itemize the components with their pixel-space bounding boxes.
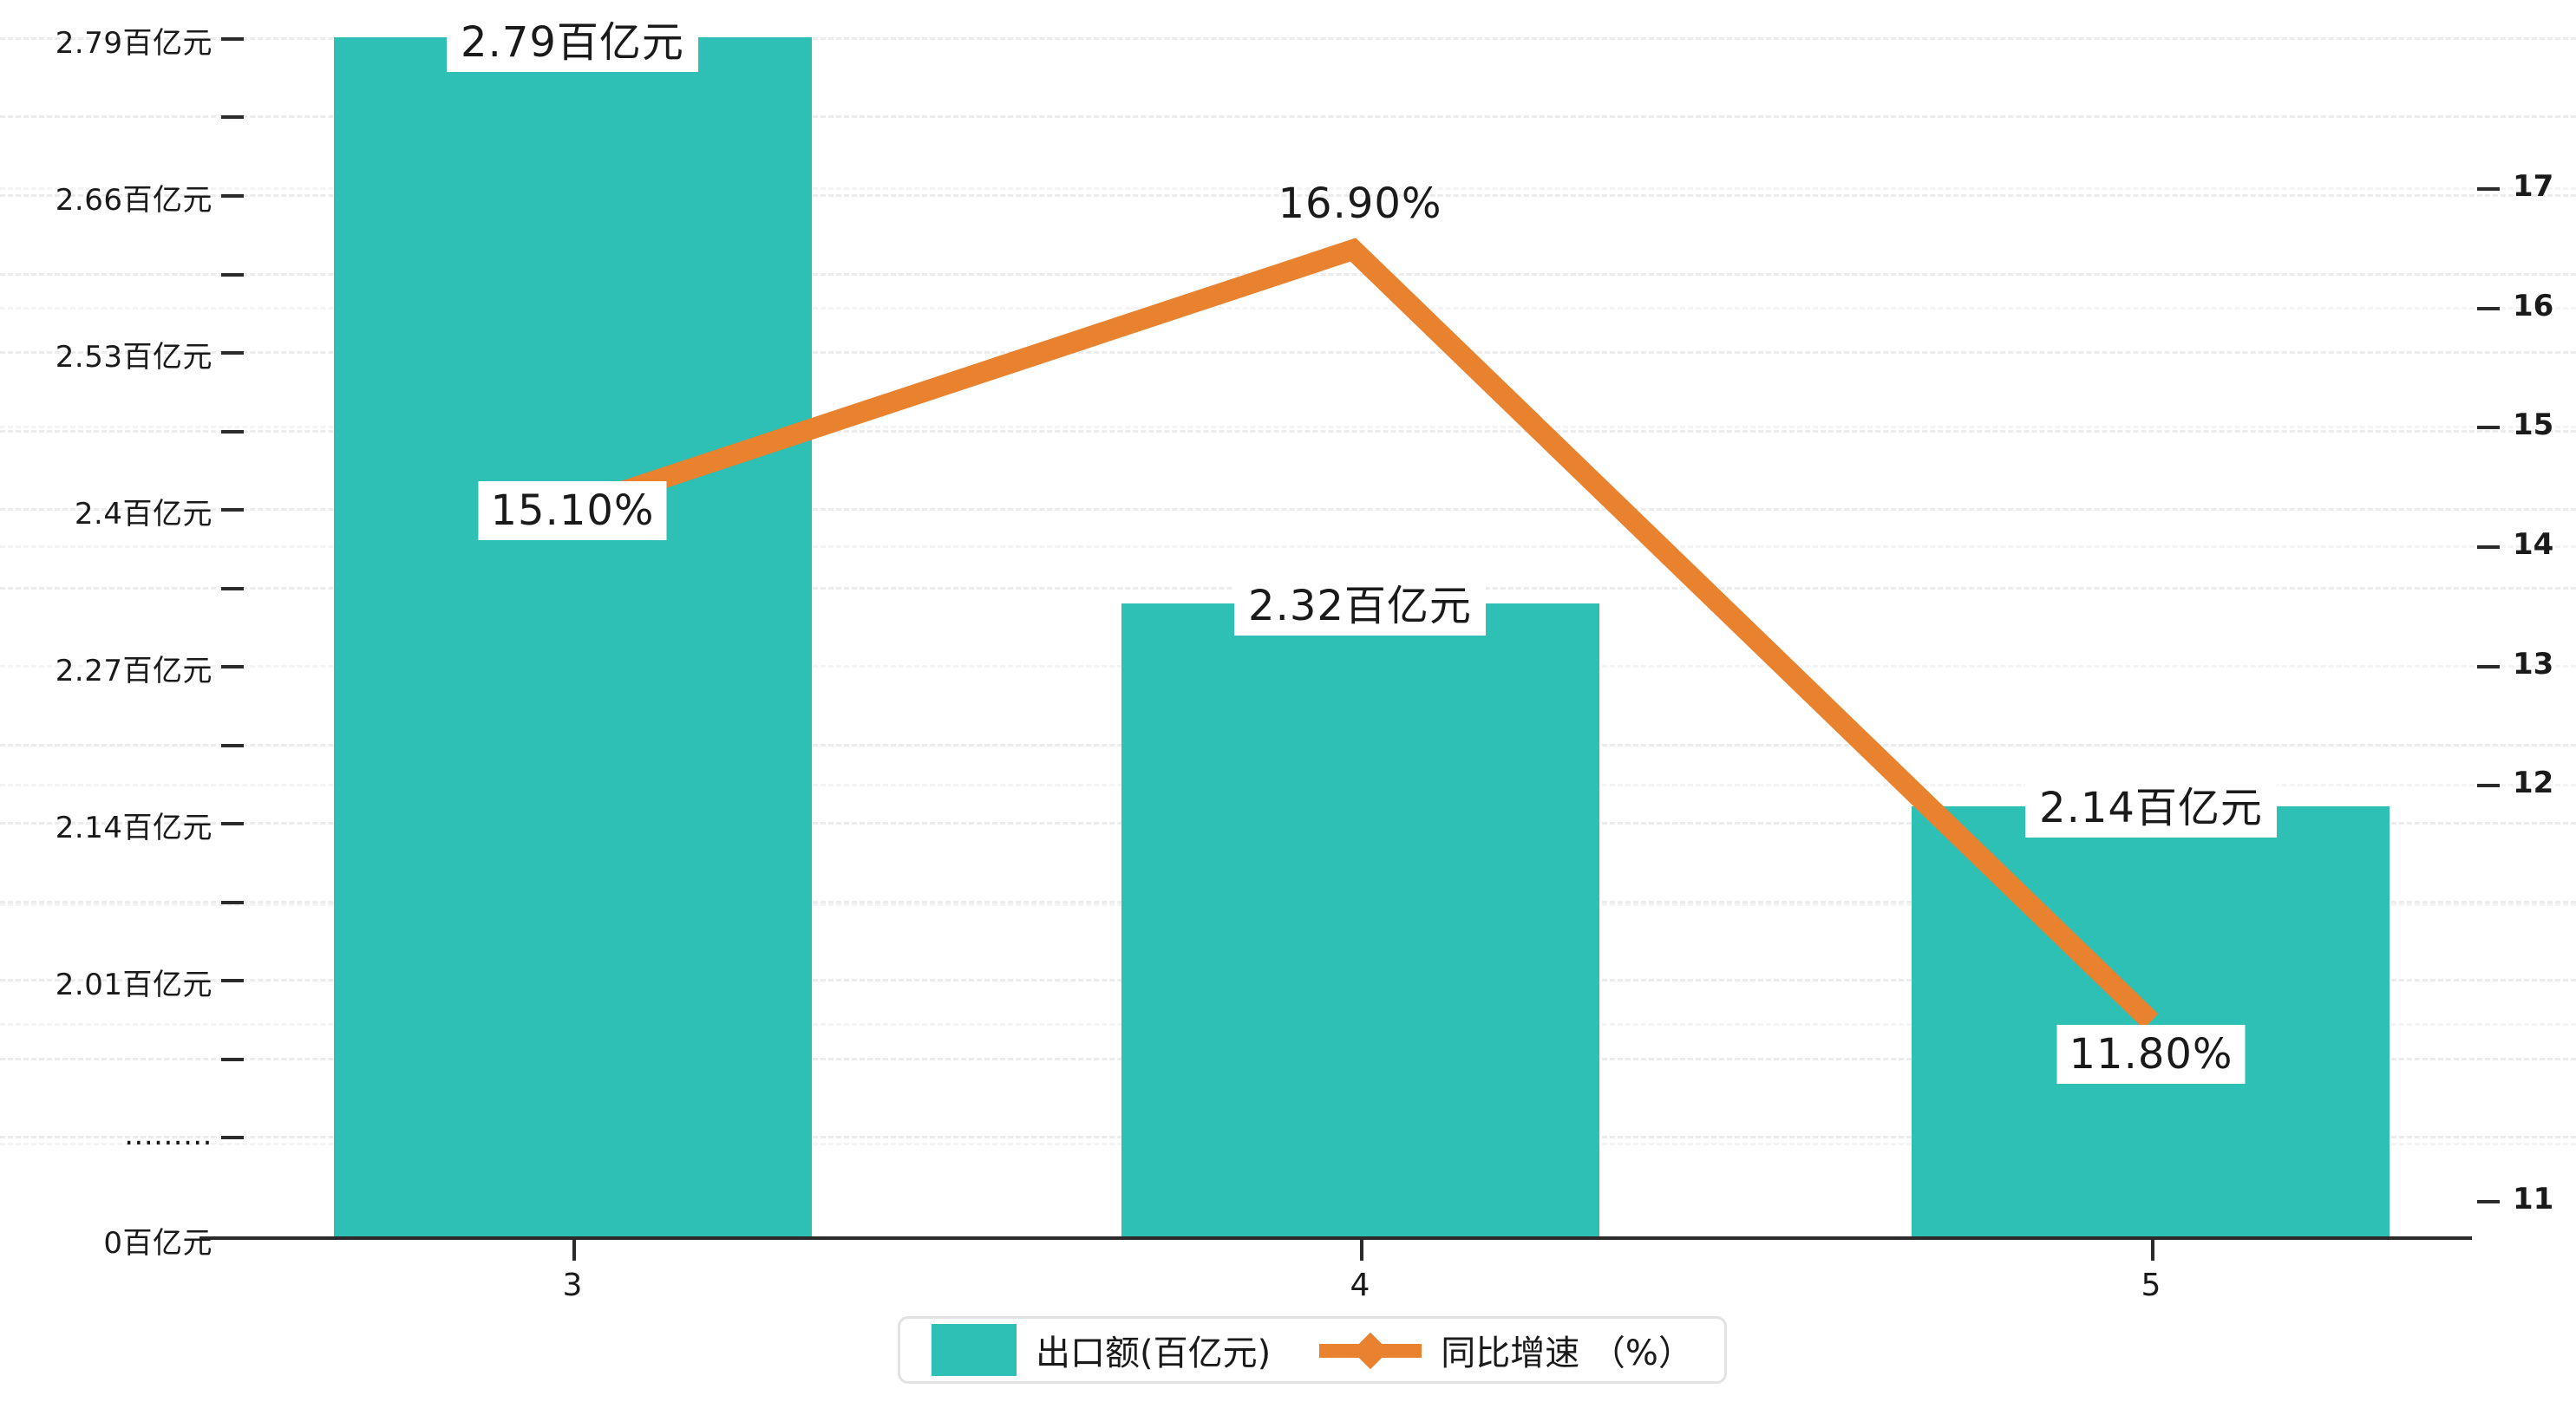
x-axis-label-4: 4: [1350, 1268, 1370, 1303]
y-axis-right-label-17: 17: [2513, 169, 2554, 204]
y-axis-left-label-2: 2.66百亿元: [55, 183, 212, 218]
y-tick-right-14: [2477, 545, 2500, 549]
legend-diamond-marker-icon: [1352, 1332, 1389, 1370]
y-tick-left-5: [221, 351, 244, 355]
y-tick-left-14: [221, 1058, 244, 1061]
y-axis-left-label-8: .........: [124, 1118, 212, 1152]
y-tick-left-9: [221, 665, 244, 668]
y-tick-right-13: [2477, 665, 2500, 668]
gridline-right-17: [0, 187, 2576, 190]
y-axis-right-label-13: 13: [2513, 647, 2554, 681]
legend-bar-swatch-icon: [932, 1324, 1017, 1376]
legend-label-export-amount: 出口额(百亿元): [1036, 1333, 1272, 1373]
y-tick-right-17: [2477, 187, 2500, 191]
y-tick-left-1: [221, 37, 244, 41]
x-axis-line: [199, 1236, 2472, 1240]
y-tick-right-15: [2477, 426, 2500, 429]
y-axis-right-label-12: 12: [2513, 766, 2554, 800]
line-value-label-4: 16.90%: [1278, 179, 1442, 228]
x-tick-5: [2151, 1240, 2154, 1261]
y-tick-left-13: [221, 979, 244, 982]
y-tick-left-12: [221, 901, 244, 904]
y-axis-right-label-14: 14: [2513, 527, 2554, 562]
gridline-left-3: [0, 194, 2576, 197]
chart-legend: 出口额(百亿元) 同比增速 （%）: [898, 1316, 1727, 1384]
legend-line-diamond-icon: [1319, 1324, 1422, 1376]
y-axis-right-label-16: 16: [2513, 289, 2554, 323]
y-axis-left-label-9: 0百亿元: [103, 1226, 212, 1261]
bar-category-5[interactable]: [1912, 806, 2390, 1238]
y-tick-right-12: [2477, 784, 2500, 787]
bar-category-3[interactable]: [334, 37, 812, 1238]
y-tick-left-3: [221, 194, 244, 198]
bar-value-label-4: 2.32百亿元: [1234, 568, 1486, 636]
y-axis-left-label-5: 2.27百亿元: [55, 654, 212, 688]
line-value-label-3: 15.10%: [478, 481, 667, 540]
legend-label-growth-rate: 同比增速 （%）: [1441, 1333, 1693, 1373]
line-value-label-5: 11.80%: [2056, 1025, 2246, 1084]
y-axis-left-label-6: 2.14百亿元: [55, 811, 212, 845]
y-tick-left-10: [221, 744, 244, 747]
y-axis-right-label-11: 11: [2513, 1182, 2554, 1216]
y-tick-left-2: [221, 115, 244, 119]
y-tick-right-11: [2477, 1200, 2500, 1203]
y-tick-left-4: [221, 273, 244, 277]
y-tick-left-8: [221, 587, 244, 590]
x-tick-3: [572, 1240, 576, 1261]
y-axis-left-label-7: 2.01百亿元: [55, 968, 212, 1002]
legend-item-growth-rate[interactable]: 同比增速 （%）: [1319, 1324, 1693, 1376]
bar-value-label-3: 2.79百亿元: [447, 4, 698, 72]
y-tick-left-11: [221, 822, 244, 825]
bar-value-label-5: 2.14百亿元: [2025, 770, 2277, 838]
x-axis-label-3: 3: [562, 1268, 583, 1303]
y-axis-left-label-4: 2.4百亿元: [74, 497, 212, 531]
y-tick-left-7: [221, 508, 244, 512]
x-axis-label-5: 5: [2141, 1268, 2161, 1303]
y-axis-left-label-3: 2.53百亿元: [55, 340, 212, 375]
gridline-left-1: [0, 37, 2576, 40]
y-axis-right-label-15: 15: [2513, 408, 2554, 442]
y-axis-left-label-1: 2.79百亿元: [55, 26, 212, 61]
y-tick-right-16: [2477, 307, 2500, 310]
bar-category-4[interactable]: [1121, 603, 1599, 1238]
x-tick-4: [1360, 1240, 1363, 1261]
y-tick-left-6: [221, 430, 244, 434]
gridline-left-2: [0, 115, 2576, 118]
y-tick-left-15: [221, 1136, 244, 1139]
legend-item-export-amount[interactable]: 出口额(百亿元): [932, 1324, 1271, 1376]
